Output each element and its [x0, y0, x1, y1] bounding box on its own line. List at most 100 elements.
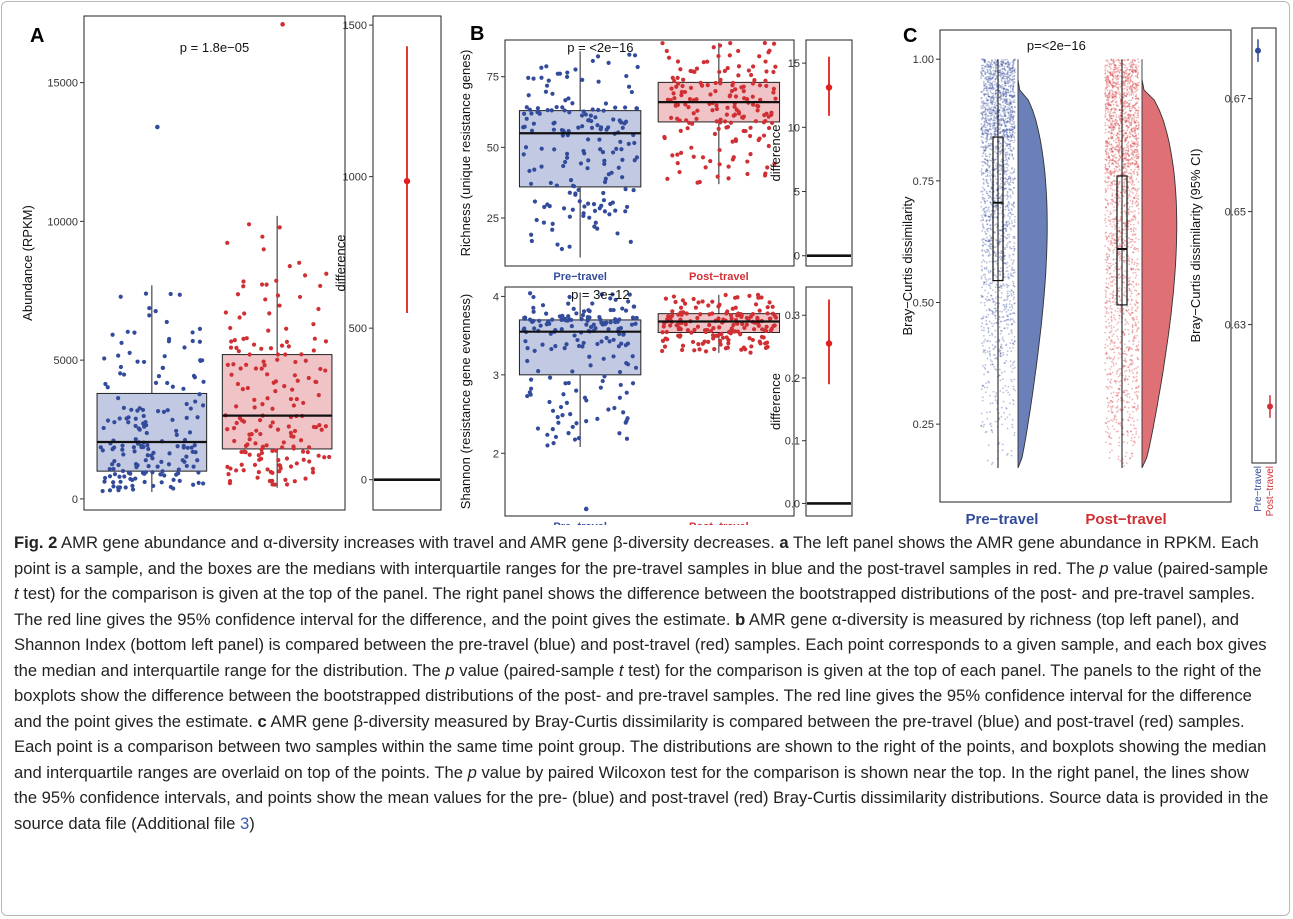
sample-point [255, 475, 260, 480]
comparison-point [981, 193, 984, 196]
comparison-point [1008, 256, 1011, 259]
sample-point [630, 381, 636, 386]
comparison-point [1112, 58, 1115, 61]
sample-point [543, 89, 549, 94]
comparison-point [1129, 181, 1131, 184]
sample-point [270, 482, 275, 487]
comparison-point [995, 310, 998, 312]
comparison-point [1107, 204, 1110, 206]
comparison-point [984, 289, 986, 292]
comparison-point [1011, 109, 1013, 112]
comparison-point [1009, 129, 1011, 132]
comparison-point [980, 261, 983, 264]
comparison-point [1131, 331, 1134, 334]
sample-point [547, 399, 552, 405]
sample-point [769, 110, 774, 115]
comparison-point [1006, 128, 1009, 131]
sample-point [744, 97, 750, 102]
comparison-point [1011, 133, 1014, 136]
comparison-point [995, 145, 998, 148]
sample-point [134, 465, 139, 470]
sample-point [571, 306, 576, 311]
comparison-point [989, 253, 992, 256]
sample-point [532, 326, 537, 331]
comparison-point [990, 87, 993, 89]
comparison-point [1007, 91, 1010, 94]
comparison-point [984, 206, 987, 209]
comparison-point [986, 299, 988, 302]
comparison-point [1013, 235, 1016, 238]
comparison-point [1005, 62, 1007, 65]
comparison-point [1010, 318, 1012, 320]
comparison-point [990, 78, 993, 80]
comparison-point [984, 113, 987, 116]
comparison-point [1126, 393, 1129, 396]
comparison-point [1004, 171, 1006, 173]
comparison-point [1127, 237, 1130, 239]
comparison-point [1011, 115, 1013, 117]
comparison-point [999, 127, 1002, 129]
comparison-point [987, 160, 989, 163]
sample-point [225, 362, 230, 367]
comparison-point [986, 128, 989, 131]
comparison-point [1006, 223, 1008, 226]
comparison-point [1129, 76, 1131, 79]
comparison-point [1114, 153, 1116, 156]
comparison-point [1105, 235, 1107, 238]
comparison-point [1105, 326, 1108, 329]
comparison-point [1000, 296, 1003, 299]
comparison-point [1010, 67, 1013, 70]
comparison-point [994, 92, 997, 95]
sample-point [188, 406, 193, 411]
comparison-point [1006, 81, 1009, 84]
comparison-point [1013, 285, 1016, 288]
comparison-point [1013, 59, 1016, 61]
comparison-point [984, 82, 987, 85]
comparison-point [999, 173, 1001, 176]
comparison-point [991, 99, 994, 102]
sample-point [580, 77, 585, 82]
comparison-point [1013, 340, 1016, 343]
comparison-point [993, 123, 995, 126]
comparison-point [985, 180, 988, 183]
sample-point [750, 81, 756, 86]
comparison-point [984, 93, 987, 95]
comparison-point [1013, 99, 1016, 101]
sample-point [589, 125, 595, 130]
comparison-point [1135, 407, 1138, 410]
comparison-point [1008, 153, 1011, 156]
sample-point [765, 344, 770, 350]
sample-point [680, 298, 686, 303]
sample-point [559, 317, 564, 322]
sample-point [703, 349, 709, 354]
sample-point [165, 408, 170, 413]
comparison-point [1117, 170, 1120, 173]
comparison-point [1012, 110, 1015, 112]
comparison-point [1126, 305, 1129, 308]
sample-point [751, 64, 756, 69]
comparison-point [989, 423, 992, 426]
comparison-point [995, 226, 998, 229]
comparison-point [1124, 389, 1127, 392]
comparison-point [1012, 130, 1014, 133]
comparison-point [1003, 109, 1006, 112]
comparison-point [1110, 89, 1113, 92]
sample-point [268, 424, 273, 429]
sample-point [710, 299, 715, 304]
comparison-point [1000, 371, 1003, 374]
sample-point [170, 384, 175, 389]
comparison-point [1105, 338, 1108, 341]
sample-point [553, 434, 559, 440]
plot-frame [805, 39, 853, 267]
sample-point [567, 214, 572, 219]
comparison-point [1006, 163, 1008, 166]
comparison-point [995, 297, 997, 300]
comparison-point [1110, 316, 1112, 319]
sample-point [679, 150, 684, 155]
sample-point [678, 128, 683, 133]
sample-point [266, 328, 271, 333]
comparison-point [1008, 393, 1011, 396]
comparison-point [1130, 347, 1132, 349]
comparison-point [987, 292, 990, 295]
comparison-point [981, 90, 984, 93]
